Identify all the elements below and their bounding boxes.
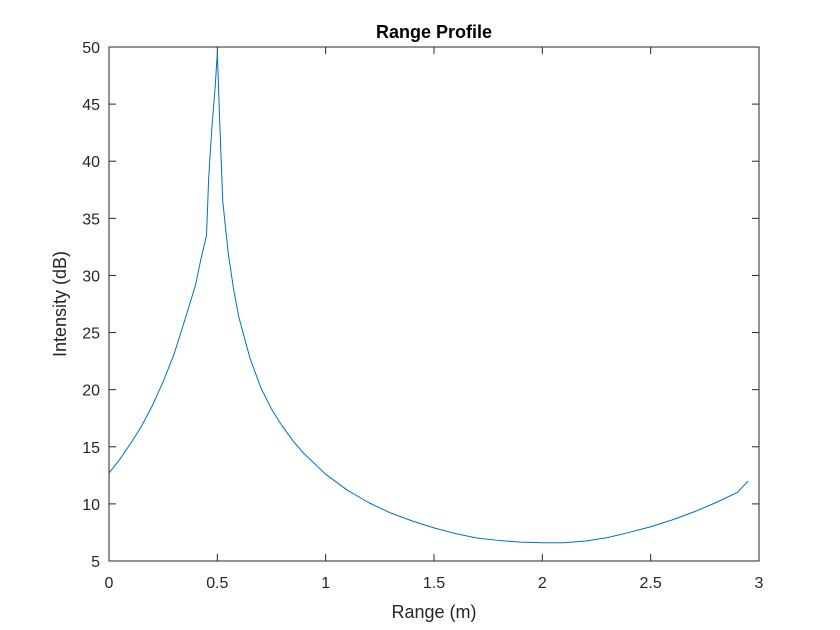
x-tick-label: 2.5 [640, 575, 662, 592]
x-tick-label: 0.5 [206, 575, 228, 592]
x-tick-label: 1 [321, 575, 330, 592]
y-axis-label: Intensity (dB) [50, 251, 70, 357]
series-line [108, 52, 749, 544]
y-tick-label: 15 [82, 440, 100, 457]
y-tick-label: 10 [82, 497, 100, 514]
x-axis-label: Range (m) [391, 602, 476, 622]
y-tick-label: 40 [82, 154, 100, 171]
y-tick-label: 35 [82, 211, 100, 228]
plot-background [109, 47, 759, 561]
y-tick-label: 50 [82, 40, 100, 57]
axes-box [108, 46, 760, 562]
y-tick-label: 25 [82, 326, 100, 343]
y-tick-label: 5 [91, 554, 100, 571]
x-tick-label: 3 [755, 575, 764, 592]
y-tick-label: 45 [82, 97, 100, 114]
chart-title: Range Profile [376, 22, 492, 42]
x-tick-label: 0 [105, 575, 114, 592]
y-tick-label: 20 [82, 383, 100, 400]
x-tick-label: 2 [538, 575, 547, 592]
x-tick-label: 1.5 [423, 575, 445, 592]
y-tick-label: 30 [82, 268, 100, 285]
